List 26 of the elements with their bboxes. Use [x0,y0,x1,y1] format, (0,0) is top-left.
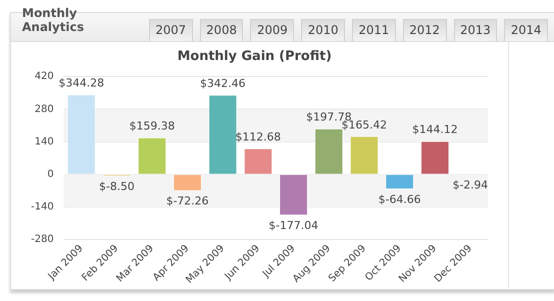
text: 2013 [454,19,498,41]
text: 2012 [402,19,447,41]
text: 2008 [200,19,244,41]
text: Monthly Analytics [21,6,85,36]
y-tick-label: -280 [30,234,54,246]
data-label: $344.28 [58,76,104,90]
data-label: $-64.66 [378,192,421,206]
data-label: $-177.04 [268,219,318,232]
chart-title: Monthly Gain (Profit) [177,49,332,64]
data-label: $159.38 [129,120,175,133]
y-tick-label: 420 [34,71,54,82]
y-tick-label: 0 [47,169,54,180]
data-label: $-72.26 [166,194,209,208]
text: 2007 [148,19,193,41]
text: 2014 [504,19,548,41]
y-tick-label: -140 [30,202,54,213]
text: 2011 [352,19,396,41]
y-tick-label: 280 [34,104,54,115]
data-label: $342.46 [200,77,246,90]
data-label: $144.12 [412,123,458,136]
data-label: $-8.50 [99,180,134,193]
text: 2010 [301,19,345,41]
data-label: $112.68 [235,130,281,144]
y-tick-label: 140 [34,136,54,148]
data-label: $-2.94 [452,178,488,192]
text: 2009 [250,19,294,41]
